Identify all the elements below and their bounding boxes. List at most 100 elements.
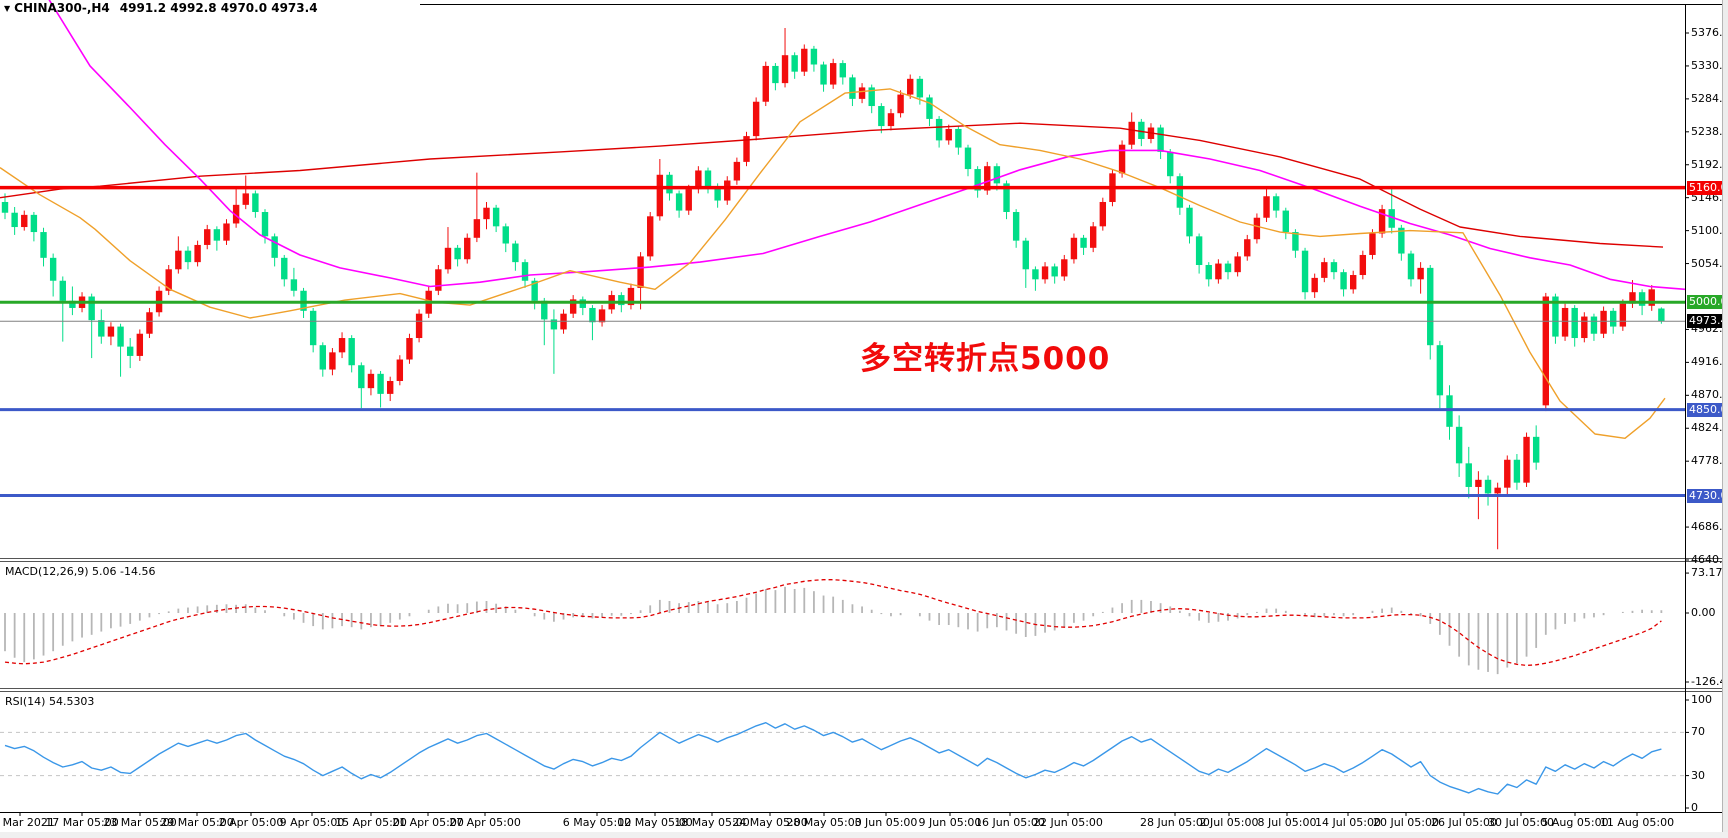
time-axis-label: 9 Apr 05:00	[279, 816, 345, 829]
candle-body	[40, 232, 47, 258]
candle-body	[926, 97, 933, 119]
candle-body	[261, 212, 269, 237]
price-tick-label: 5100.0	[1691, 224, 1728, 237]
candle-body	[1658, 308, 1665, 322]
candle-body	[1128, 121, 1135, 145]
candle-body	[107, 326, 115, 337]
candle-body	[724, 180, 731, 201]
candle-body	[695, 170, 702, 190]
price-tick-label: 4640.0	[1691, 553, 1728, 566]
time-axis-label: 30 Jul 05:00	[1488, 816, 1554, 829]
time-axis-label: 28 Jun 05:00	[1140, 816, 1210, 829]
time-axis-label: 17 Mar 05:00	[45, 816, 119, 829]
time-axis-label: 8 Jul 05:00	[1257, 816, 1317, 829]
candle-body	[252, 193, 259, 213]
candle-body	[1224, 263, 1232, 273]
candle-body	[1167, 151, 1174, 177]
time-axis-label: 20 Jul 05:00	[1373, 816, 1439, 829]
candle-body	[1571, 307, 1578, 339]
candle-body	[1301, 250, 1309, 293]
candle-body	[781, 55, 789, 84]
candle-body	[1041, 266, 1049, 280]
candle-body	[916, 78, 924, 98]
price-tick-label: 5054.0	[1691, 257, 1728, 270]
rsi-scale-label: 70	[1691, 725, 1705, 738]
candle-body	[319, 345, 326, 370]
candle-body	[1513, 459, 1521, 483]
candle-body	[358, 365, 365, 389]
price-level-badge: 5160.0	[1687, 181, 1728, 195]
price-tick-label: 4870.0	[1691, 388, 1728, 401]
candle-body	[743, 136, 750, 162]
candle-body	[1032, 269, 1039, 280]
rsi-scale-label: 100	[1691, 693, 1712, 706]
candle-body	[406, 338, 413, 360]
candle-body	[1398, 227, 1405, 254]
candle-body	[1600, 310, 1607, 334]
time-axis-label: 29 Mar 05:00	[160, 816, 234, 829]
candle-body	[1003, 183, 1010, 213]
candle-body	[1253, 217, 1261, 240]
candle-body	[1051, 266, 1058, 277]
annotation-text[interactable]: 多空转折点5000	[860, 341, 1111, 377]
time-axis-label: 12 May 05:00	[617, 816, 693, 829]
symbol-period-label: CHINA300-,H4	[14, 1, 110, 15]
candle-body	[945, 128, 952, 141]
candle-body	[30, 214, 38, 233]
candle-body	[829, 63, 837, 85]
candle-body	[1061, 259, 1068, 277]
candle-body	[98, 320, 105, 337]
candle-body	[1205, 264, 1212, 280]
candle-body	[984, 166, 991, 191]
candle-body	[675, 193, 683, 211]
macd-scale-label: -126.47	[1691, 675, 1728, 688]
candle-body	[1407, 253, 1415, 280]
candle-body	[444, 247, 452, 270]
time-axis-label: 15 Apr 05:00	[335, 816, 407, 829]
price-tick-label: 5192.0	[1691, 158, 1728, 171]
candle-body	[49, 257, 57, 281]
macd-signal-line	[4, 579, 1662, 667]
symbol-dropdown-icon[interactable]: ▼	[4, 4, 11, 13]
candle-body	[993, 166, 1001, 184]
price-tick-label: 4686.0	[1691, 520, 1728, 533]
candle-body	[772, 65, 779, 84]
time-axis-label: 27 Apr 05:00	[449, 816, 521, 829]
candle-body	[1523, 436, 1530, 483]
candle-body	[1378, 209, 1386, 234]
price-tick-label: 5238.0	[1691, 125, 1728, 138]
candle-body	[1157, 127, 1164, 152]
candle-body	[878, 106, 885, 127]
candle-body	[1, 201, 9, 213]
candle-body	[541, 300, 548, 320]
candle-body	[309, 310, 317, 346]
candle-body	[1234, 256, 1241, 273]
candle-body	[329, 352, 336, 370]
candle-body	[1080, 237, 1087, 248]
candle-body	[1176, 176, 1184, 208]
window-bottom-edge	[0, 832, 1728, 838]
candle-body	[21, 214, 28, 228]
candle-body	[647, 216, 654, 257]
candle-body	[1427, 267, 1434, 346]
candle-body	[213, 229, 221, 241]
time-axis-label: 3 Jun 05:00	[854, 816, 918, 829]
candle-body	[184, 250, 192, 263]
time-axis-label: 14 Jul 05:00	[1315, 816, 1381, 829]
ma-orange	[0, 88, 1666, 439]
candle-body	[964, 147, 972, 170]
candle-body	[1022, 240, 1029, 270]
candle-body	[1359, 254, 1367, 276]
candle-body	[907, 78, 914, 95]
time-axis-label: 16 Jun 05:00	[975, 816, 1045, 829]
candle-body	[1561, 307, 1569, 337]
candle-body	[897, 94, 904, 114]
candle-body	[1532, 436, 1540, 463]
candle-body	[1619, 303, 1627, 327]
candle-body	[714, 186, 721, 201]
candle-body	[762, 65, 769, 102]
candle-body	[801, 48, 808, 72]
current-price-badge: 4973.4	[1687, 314, 1728, 328]
candle-body	[1138, 121, 1145, 139]
